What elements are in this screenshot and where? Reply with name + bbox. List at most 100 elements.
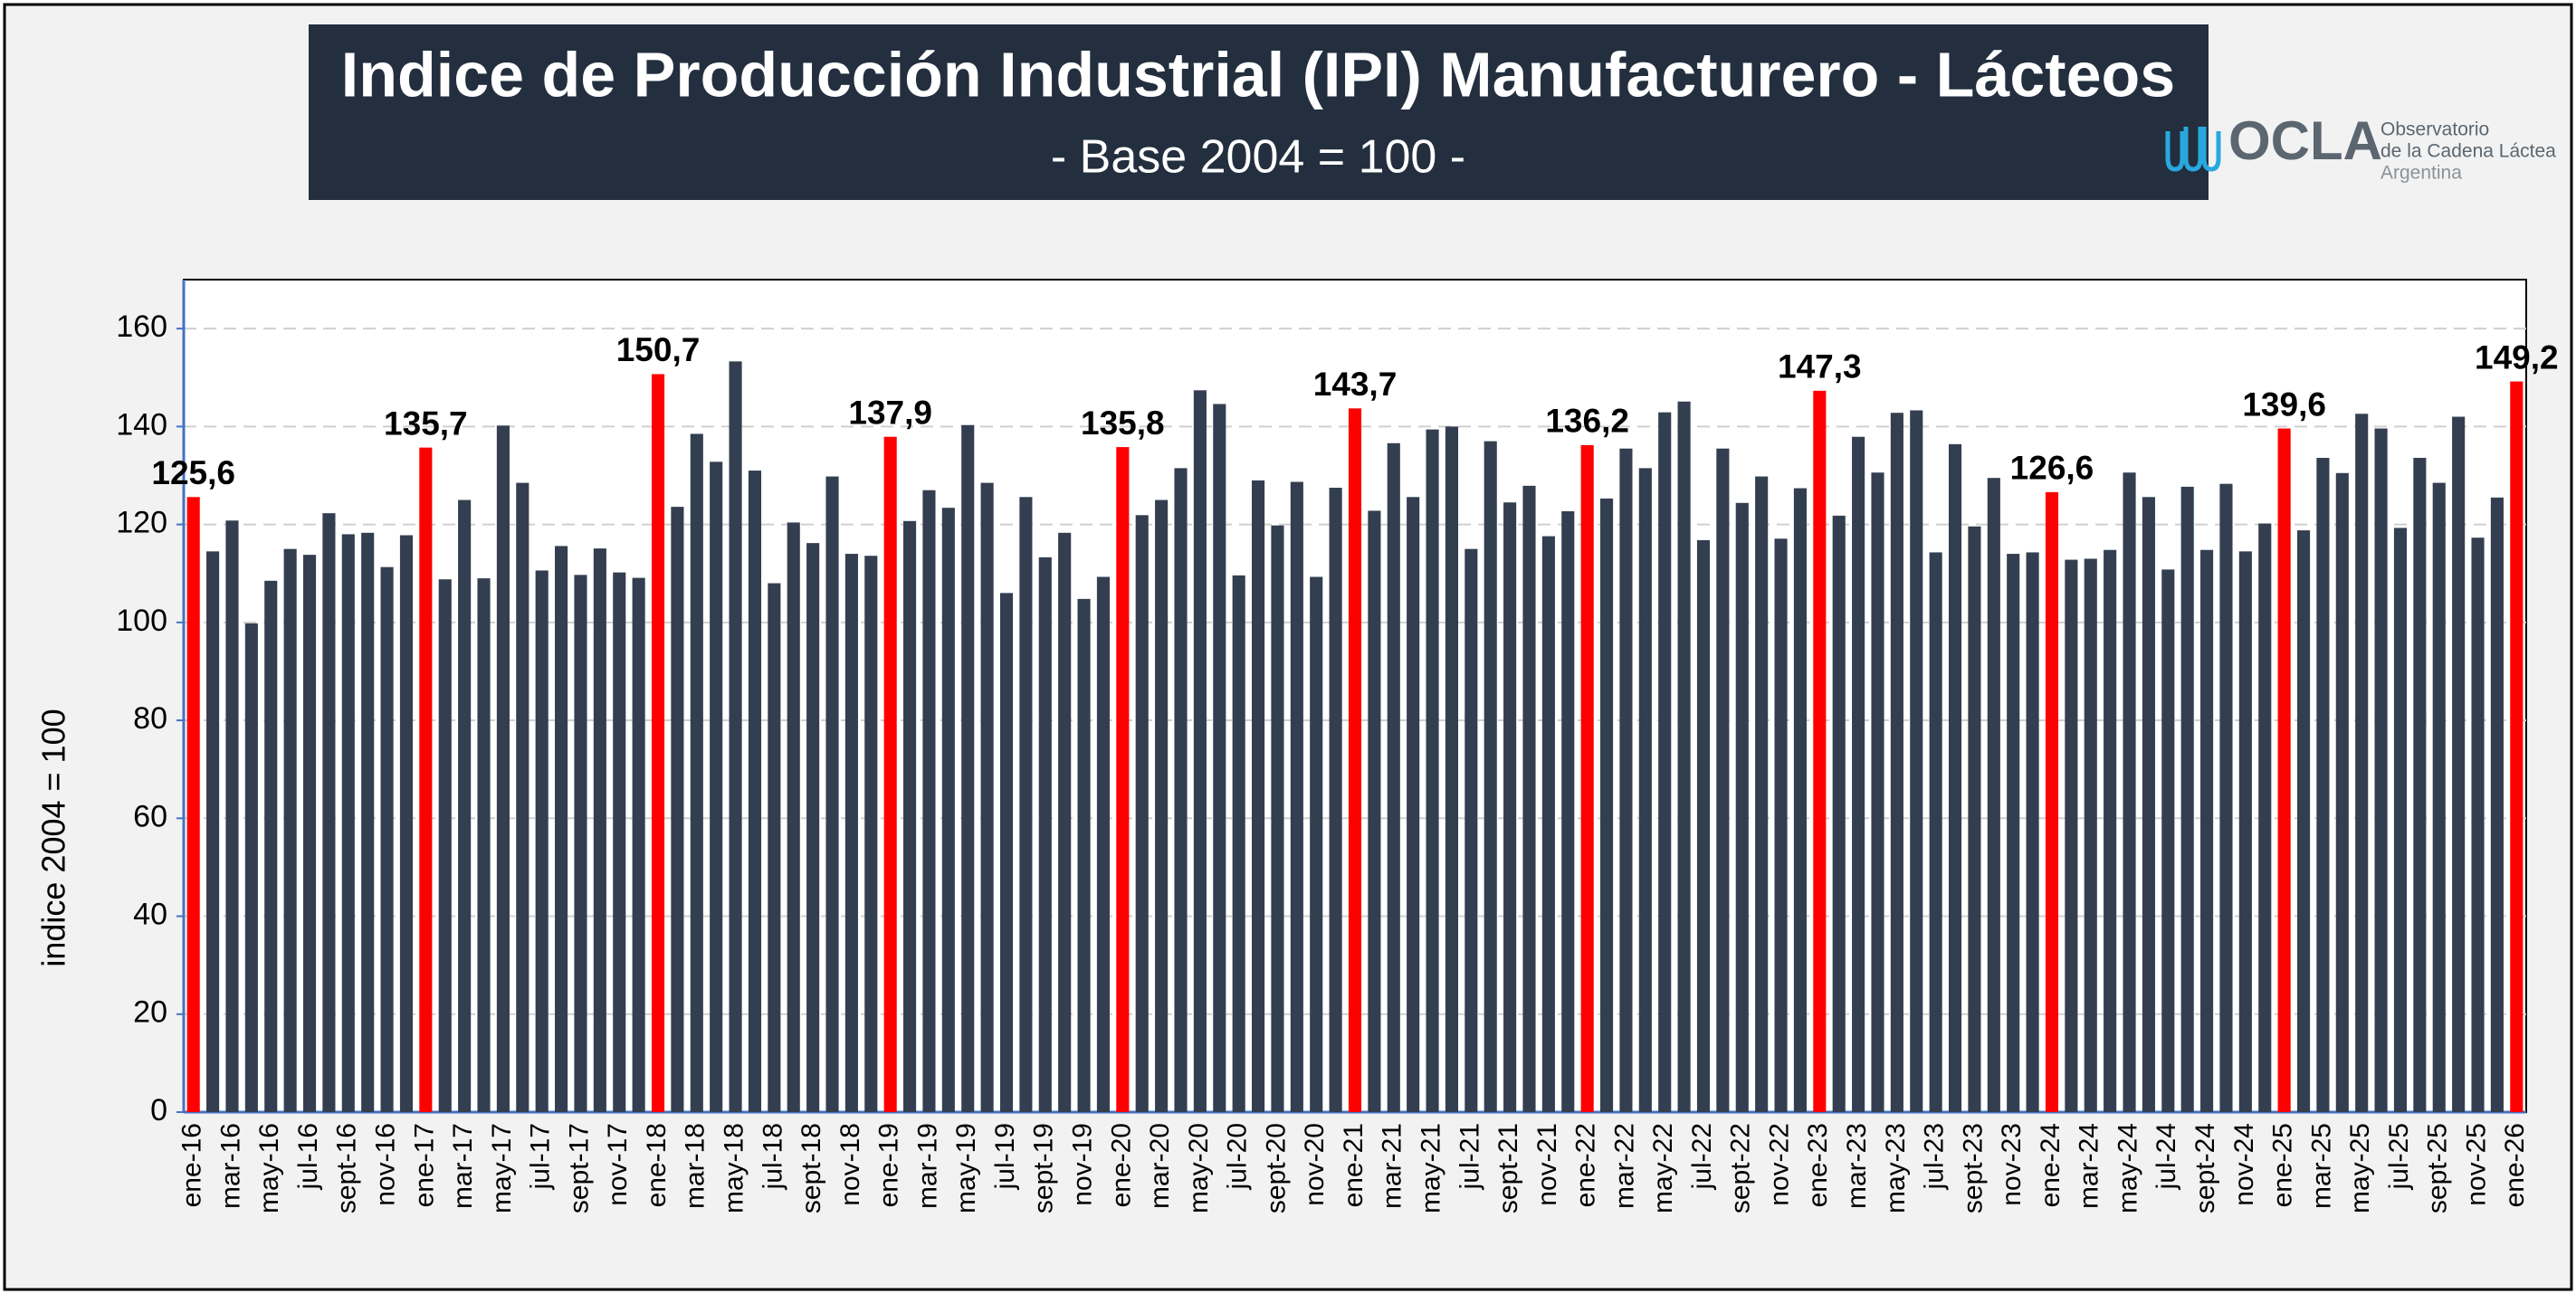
bar (1813, 390, 1827, 1112)
bar (961, 424, 975, 1113)
x-tick-label: sept-22 (1726, 1123, 1756, 1213)
bar (1174, 468, 1188, 1112)
bar (302, 555, 317, 1112)
bar (1019, 497, 1033, 1112)
bar (1929, 552, 1942, 1112)
bar (2510, 381, 2524, 1112)
bar (2258, 523, 2272, 1112)
bar (1619, 448, 1633, 1112)
bar (496, 425, 510, 1112)
x-tick-label: sept-17 (564, 1123, 594, 1213)
x-tick-label: ene-21 (1339, 1123, 1369, 1207)
x-tick-label: mar-18 (681, 1123, 711, 1209)
bar (1638, 468, 1652, 1112)
x-tick-label: ene-16 (177, 1123, 207, 1207)
bar (2374, 428, 2388, 1112)
chart-subtitle: - Base 2004 = 100 - (1051, 131, 1465, 184)
bar (941, 508, 955, 1112)
x-tick-label: nov-17 (603, 1123, 633, 1206)
bar (651, 374, 665, 1113)
bar (2432, 482, 2446, 1112)
x-tick-label: may-25 (2345, 1123, 2375, 1213)
x-tick-label: sept-25 (2423, 1123, 2453, 1213)
logo-mark: OCLA (2228, 110, 2382, 171)
data-label: 126,6 (2010, 450, 2094, 487)
bar (671, 507, 684, 1112)
x-tick-label: may-21 (1416, 1123, 1445, 1213)
x-tick-label: ene-19 (874, 1123, 904, 1207)
bar (477, 578, 491, 1112)
x-tick-label: ene-23 (1803, 1123, 1833, 1207)
chart-title: Indice de Producción Industrial (IPI) Ma… (341, 39, 2175, 109)
bar (1232, 575, 1245, 1112)
data-label: 135,7 (384, 404, 468, 442)
bar (2084, 558, 2097, 1112)
bar (1426, 429, 1439, 1113)
x-tick-label: nov-16 (371, 1123, 401, 1206)
x-tick-label: may-18 (719, 1123, 749, 1213)
y-tick-label: 100 (116, 604, 167, 638)
bar (225, 520, 239, 1112)
bar (1987, 478, 2000, 1112)
logo-text: Observatorio (2380, 119, 2489, 140)
bar (1465, 548, 1478, 1112)
x-tick-label: jul-22 (1687, 1123, 1717, 1190)
x-tick-label: jul-24 (2151, 1123, 2181, 1190)
bar (729, 361, 742, 1112)
bar (613, 572, 626, 1112)
bar (825, 476, 839, 1112)
bar (2393, 528, 2408, 1112)
x-tick-label: may-16 (254, 1123, 284, 1213)
data-label: 137,9 (848, 394, 932, 431)
bar (1290, 481, 1303, 1112)
bar (1910, 410, 1923, 1112)
bar (206, 551, 220, 1112)
x-tick-label: mar-22 (1609, 1123, 1639, 1209)
bar (322, 513, 336, 1112)
data-label: 150,7 (616, 331, 701, 368)
data-label: 136,2 (1545, 403, 1629, 440)
bar (2026, 552, 2039, 1112)
x-tick-label: jul-23 (1920, 1123, 1950, 1190)
x-tick-label: mar-24 (2075, 1123, 2104, 1209)
x-tick-label: mar-23 (1842, 1123, 1872, 1209)
bar (922, 490, 936, 1112)
x-tick-label: jul-20 (1223, 1123, 1253, 1190)
bar (2161, 569, 2175, 1112)
bar (399, 535, 414, 1112)
bar (2007, 554, 2020, 1112)
x-tick-label: sept-18 (797, 1123, 826, 1213)
bar (2200, 549, 2214, 1112)
x-tick-label: ene-20 (1106, 1123, 1136, 1207)
bar (1503, 502, 1517, 1112)
y-tick-label: 120 (116, 506, 167, 540)
x-tick-label: may-24 (2113, 1123, 2142, 1213)
bar (264, 580, 278, 1112)
x-tick-label: sept-24 (2190, 1123, 2220, 1213)
data-label: 139,6 (2242, 385, 2326, 423)
bar (1368, 510, 1381, 1112)
x-tick-label: jul-18 (758, 1123, 787, 1190)
bar (2413, 457, 2427, 1112)
y-tick-label: 140 (116, 407, 167, 442)
bar (2490, 497, 2504, 1112)
x-tick-label: mar-16 (215, 1123, 245, 1209)
x-tick-label: sept-16 (332, 1123, 362, 1213)
bar (748, 471, 762, 1112)
x-tick-label: sept-21 (1493, 1123, 1523, 1213)
x-tick-label: ene-18 (642, 1123, 672, 1207)
x-tick-label: may-23 (1881, 1123, 1911, 1213)
bar (380, 566, 394, 1112)
bar (1696, 539, 1711, 1112)
x-tick-label: may-20 (1184, 1123, 1214, 1213)
bar (1096, 576, 1111, 1112)
bar (516, 482, 530, 1112)
x-tick-label: nov-24 (2229, 1123, 2259, 1206)
bar (593, 548, 606, 1112)
bar (535, 570, 549, 1112)
bar (844, 554, 858, 1112)
x-tick-label: nov-20 (1300, 1123, 1330, 1206)
y-axis-label: indice 2004 = 100 (35, 709, 72, 966)
bar (1716, 448, 1730, 1112)
bar (864, 556, 878, 1112)
